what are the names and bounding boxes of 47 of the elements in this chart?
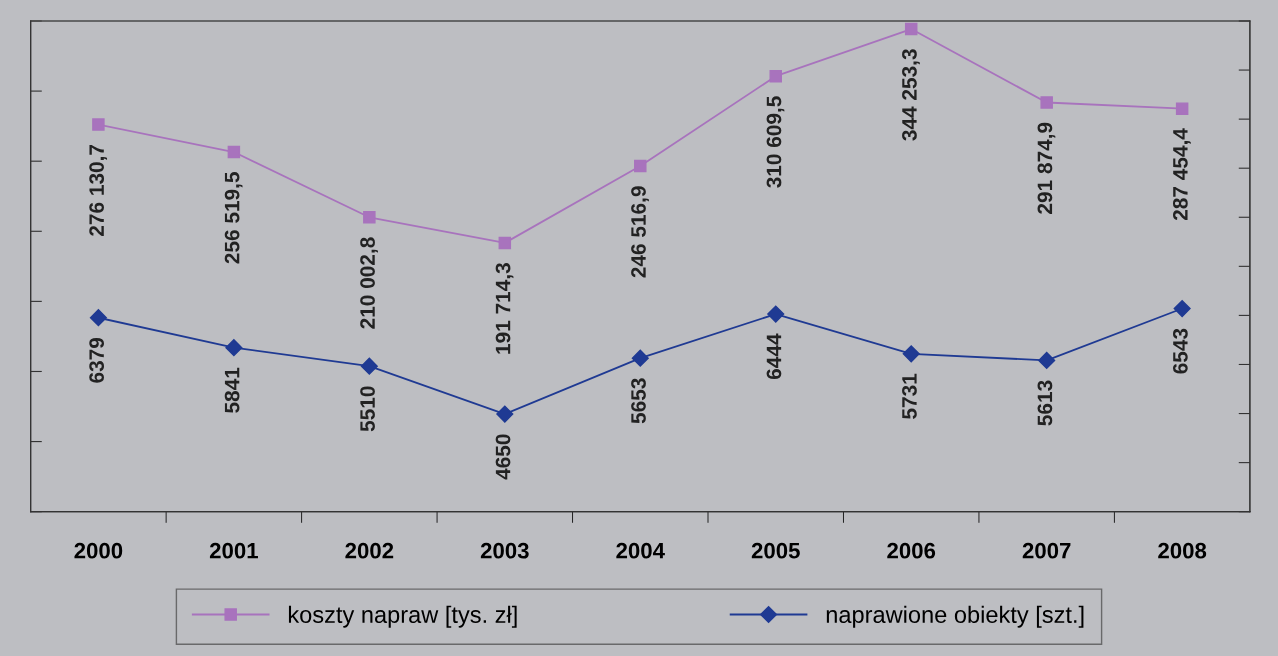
point [904, 22, 918, 36]
data-label: 256 519,5 [224, 172, 243, 264]
x-tick-label: 2004 [616, 542, 665, 559]
point [225, 339, 243, 357]
x-tick-label: 2005 [751, 542, 800, 559]
point [89, 309, 107, 327]
data-label: 276 130,7 [89, 144, 108, 236]
data-label: 246 516,9 [631, 186, 649, 278]
data-label: 6444 [766, 333, 782, 380]
data-label: 210 002,8 [360, 237, 378, 329]
data-label: 4650 [495, 434, 511, 480]
data-label: 5653 [631, 378, 646, 424]
point [902, 345, 920, 363]
data-label: 5510 [360, 386, 375, 432]
data-label: 191 714,3 [495, 263, 514, 354]
point [92, 118, 105, 131]
point [1175, 102, 1189, 115]
data-label: 6379 [89, 337, 105, 383]
point [1173, 299, 1191, 318]
point [1040, 96, 1053, 109]
point [769, 69, 782, 83]
point [631, 349, 649, 367]
data-label: 344 253,3 [902, 49, 920, 141]
x-tick-label: 2003 [480, 542, 529, 559]
legend-label: naprawione obiekty [szt.] [826, 605, 1084, 628]
x-tick-label: 2001 [209, 542, 258, 559]
point [496, 405, 514, 423]
data-label: 287 454,4 [1172, 128, 1191, 221]
x-tick-label: 2007 [1022, 542, 1071, 559]
point [634, 159, 647, 173]
point [1038, 351, 1056, 369]
data-label: 5613 [1037, 380, 1053, 426]
point [767, 305, 785, 323]
point [360, 357, 378, 375]
legend-label: koszty napraw [tys. zł] [288, 605, 517, 628]
x-tick-label: 2008 [1158, 542, 1207, 559]
x-tick-label: 2002 [345, 542, 394, 559]
point [227, 145, 241, 159]
data-label: 310 609,5 [766, 96, 785, 188]
data-label: 6543 [1172, 328, 1188, 374]
x-tick-label: 2006 [887, 542, 936, 559]
point [498, 236, 512, 250]
data-label: 5731 [902, 373, 917, 419]
data-label: 5841 [224, 367, 240, 413]
x-tick-label: 2000 [74, 542, 123, 559]
data-label: 291 874,9 [1037, 122, 1056, 214]
point [363, 211, 376, 224]
